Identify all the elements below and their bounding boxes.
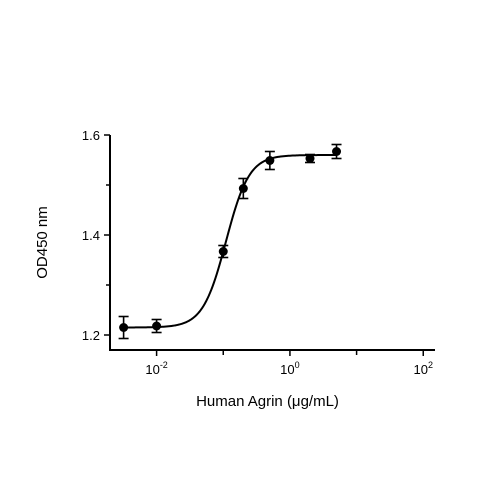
x-tick-label: 100 — [280, 360, 299, 377]
x-tick-label: 10-2 — [145, 360, 167, 377]
data-point — [332, 147, 342, 156]
x-tick-exponent: 0 — [295, 360, 300, 370]
x-tick-label: 102 — [414, 360, 433, 377]
y-tick-label: 1.6 — [82, 128, 100, 143]
axes: 1.21.41.610-2 100 102 — [82, 128, 435, 377]
x-axis-title: Human Agrin (μg/mL) — [196, 393, 339, 410]
data-point — [305, 154, 315, 163]
data-point — [238, 184, 248, 193]
data-point — [265, 156, 275, 165]
y-axis-title: OD450 nm — [34, 206, 51, 279]
x-tick-base: 10 — [145, 362, 159, 377]
x-tick-exponent: 2 — [428, 360, 433, 370]
x-tick-base: 10 — [414, 362, 428, 377]
x-tick-exponent: -2 — [160, 360, 168, 370]
plot-area — [118, 143, 342, 340]
data-point — [218, 247, 228, 256]
y-tick-label: 1.2 — [82, 328, 100, 343]
data-point — [119, 323, 129, 332]
data-point — [152, 321, 162, 331]
fit-curve — [123, 154, 337, 329]
x-tick-base: 10 — [280, 362, 294, 377]
y-tick-label: 1.4 — [82, 228, 100, 243]
